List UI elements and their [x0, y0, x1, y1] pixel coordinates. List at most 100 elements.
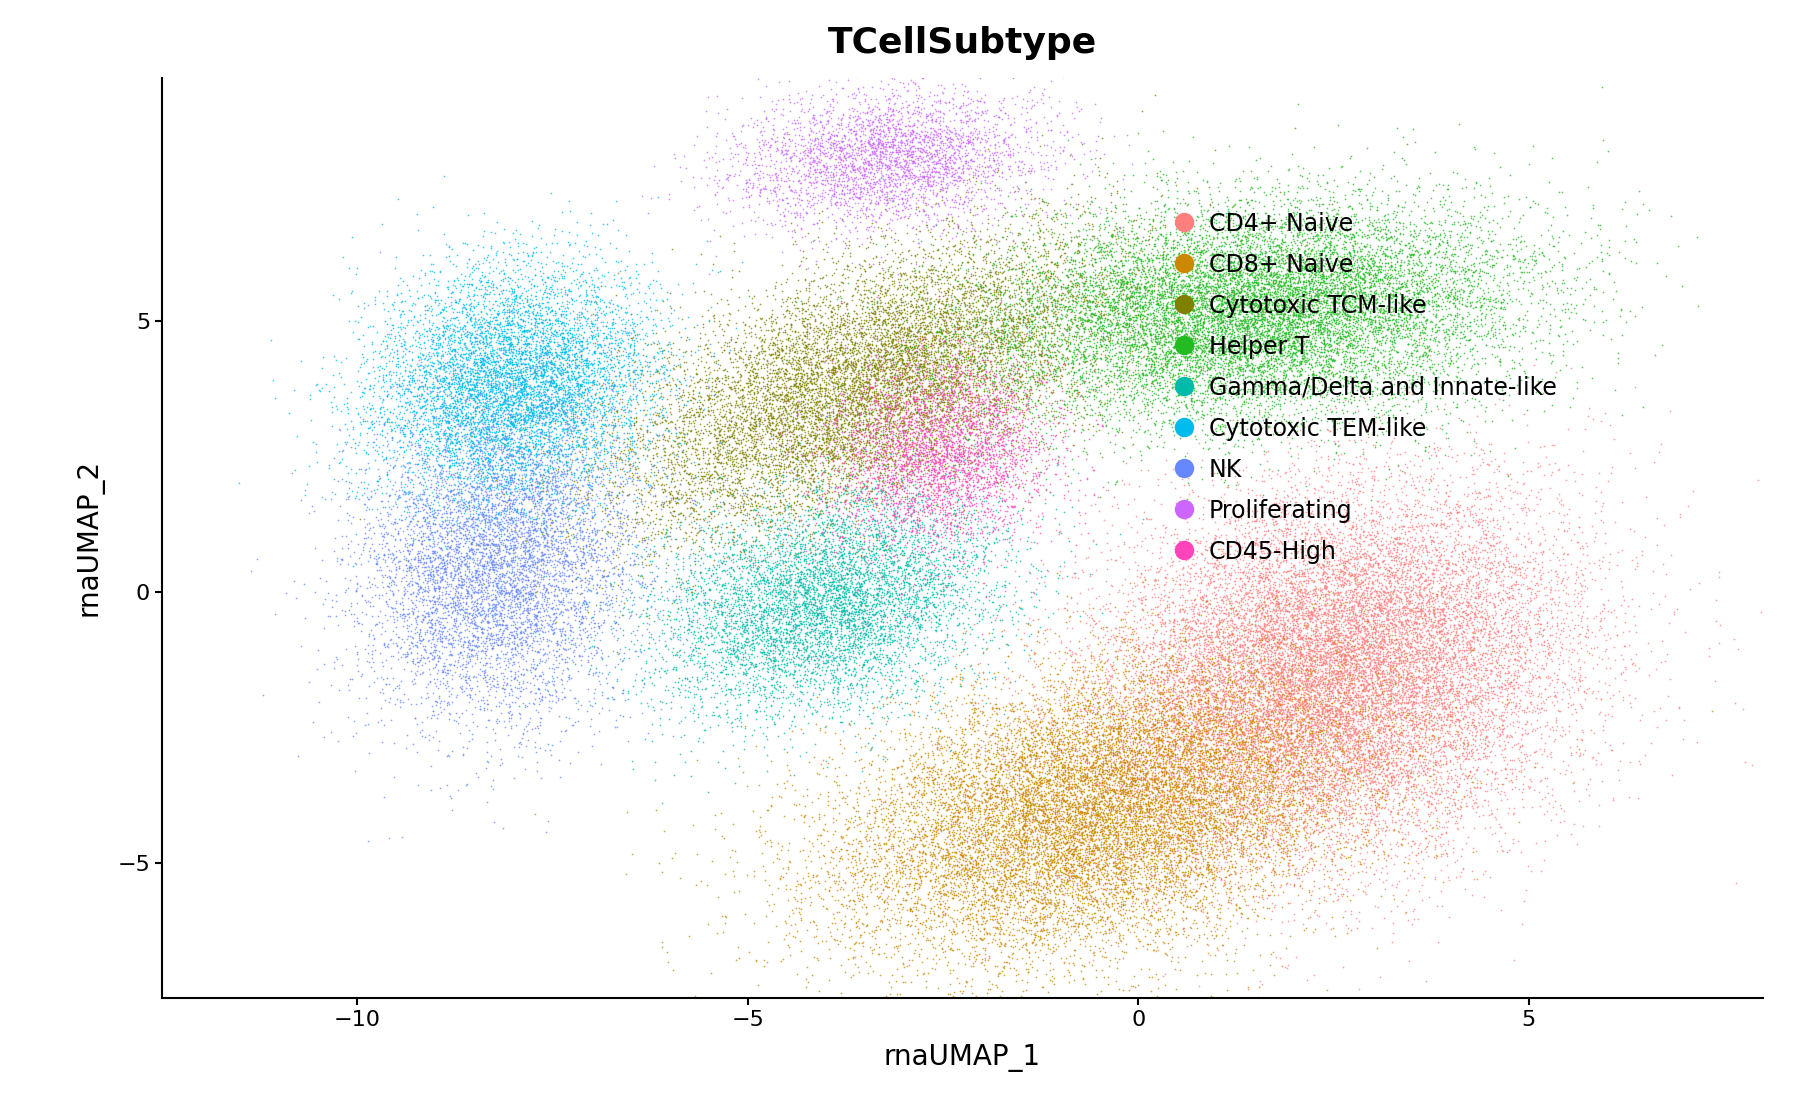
- Point: [1185, 627, 1214, 644]
- Point: [1061, 816, 1090, 834]
- Point: [1446, 410, 1474, 428]
- Point: [1246, 761, 1275, 779]
- Point: [1415, 232, 1444, 250]
- Point: [1395, 592, 1424, 610]
- Point: [1444, 597, 1473, 614]
- Point: [901, 146, 930, 164]
- Point: [971, 314, 1000, 332]
- Point: [1210, 965, 1239, 983]
- Point: [1370, 723, 1399, 741]
- Point: [926, 173, 955, 191]
- Point: [1451, 692, 1480, 710]
- Point: [1151, 702, 1179, 720]
- Point: [1433, 322, 1462, 339]
- Point: [1320, 714, 1348, 732]
- Point: [915, 821, 944, 838]
- Point: [775, 607, 804, 624]
- Point: [1224, 305, 1253, 323]
- Point: [1347, 662, 1375, 680]
- Point: [430, 393, 458, 410]
- Point: [908, 415, 937, 433]
- Point: [1091, 754, 1120, 772]
- Point: [716, 150, 744, 167]
- Point: [1262, 597, 1291, 614]
- Point: [511, 543, 539, 561]
- Point: [865, 357, 894, 375]
- Point: [1255, 765, 1284, 783]
- Point: [1126, 268, 1154, 286]
- Point: [1311, 324, 1340, 342]
- Point: [405, 474, 433, 491]
- Point: [1420, 244, 1449, 262]
- Point: [1233, 248, 1262, 266]
- Point: [1455, 330, 1483, 348]
- Point: [1090, 330, 1118, 348]
- Point: [550, 627, 579, 644]
- Point: [1259, 742, 1287, 760]
- Point: [1406, 599, 1435, 617]
- Point: [457, 540, 485, 558]
- Point: [1244, 836, 1273, 854]
- Point: [1320, 639, 1348, 657]
- Point: [645, 275, 674, 293]
- Point: [502, 221, 530, 238]
- Point: [475, 328, 503, 346]
- Point: [1433, 498, 1462, 516]
- Point: [1473, 737, 1501, 755]
- Point: [840, 319, 868, 337]
- Point: [1386, 591, 1415, 609]
- Point: [1079, 460, 1108, 478]
- Point: [1007, 868, 1036, 886]
- Point: [527, 358, 556, 376]
- Point: [1093, 818, 1122, 836]
- Point: [1016, 822, 1045, 840]
- Point: [1341, 659, 1370, 676]
- Point: [473, 417, 502, 435]
- Point: [1192, 725, 1221, 743]
- Point: [392, 562, 421, 580]
- Point: [841, 498, 870, 516]
- Point: [806, 509, 834, 527]
- Point: [874, 398, 903, 416]
- Point: [1104, 772, 1133, 790]
- Point: [1158, 852, 1187, 869]
- Point: [779, 469, 807, 487]
- Point: [1178, 602, 1206, 620]
- Point: [1280, 722, 1309, 740]
- Point: [1530, 647, 1559, 664]
- Point: [1014, 562, 1043, 580]
- Point: [906, 403, 935, 420]
- Point: [525, 454, 554, 471]
- Point: [1120, 702, 1149, 720]
- Point: [838, 159, 867, 176]
- Point: [768, 689, 797, 706]
- Point: [1397, 686, 1426, 704]
- Point: [948, 554, 976, 572]
- Point: [969, 325, 998, 343]
- Point: [944, 427, 973, 445]
- Point: [1257, 543, 1286, 561]
- Point: [1300, 287, 1329, 305]
- Point: [951, 743, 980, 761]
- Point: [984, 410, 1012, 428]
- Point: [894, 324, 922, 342]
- Point: [388, 384, 417, 401]
- Point: [723, 469, 752, 487]
- Point: [809, 674, 838, 692]
- Point: [1399, 272, 1428, 289]
- Point: [883, 629, 912, 647]
- Point: [527, 691, 556, 709]
- Point: [547, 396, 575, 414]
- Point: [964, 230, 992, 247]
- Point: [730, 541, 759, 559]
- Point: [865, 527, 894, 545]
- Point: [1023, 468, 1052, 486]
- Point: [1602, 349, 1631, 367]
- Point: [1336, 731, 1365, 749]
- Point: [989, 335, 1018, 353]
- Point: [841, 653, 870, 671]
- Point: [676, 445, 705, 462]
- Point: [631, 407, 660, 425]
- Point: [343, 460, 372, 478]
- Point: [895, 624, 924, 642]
